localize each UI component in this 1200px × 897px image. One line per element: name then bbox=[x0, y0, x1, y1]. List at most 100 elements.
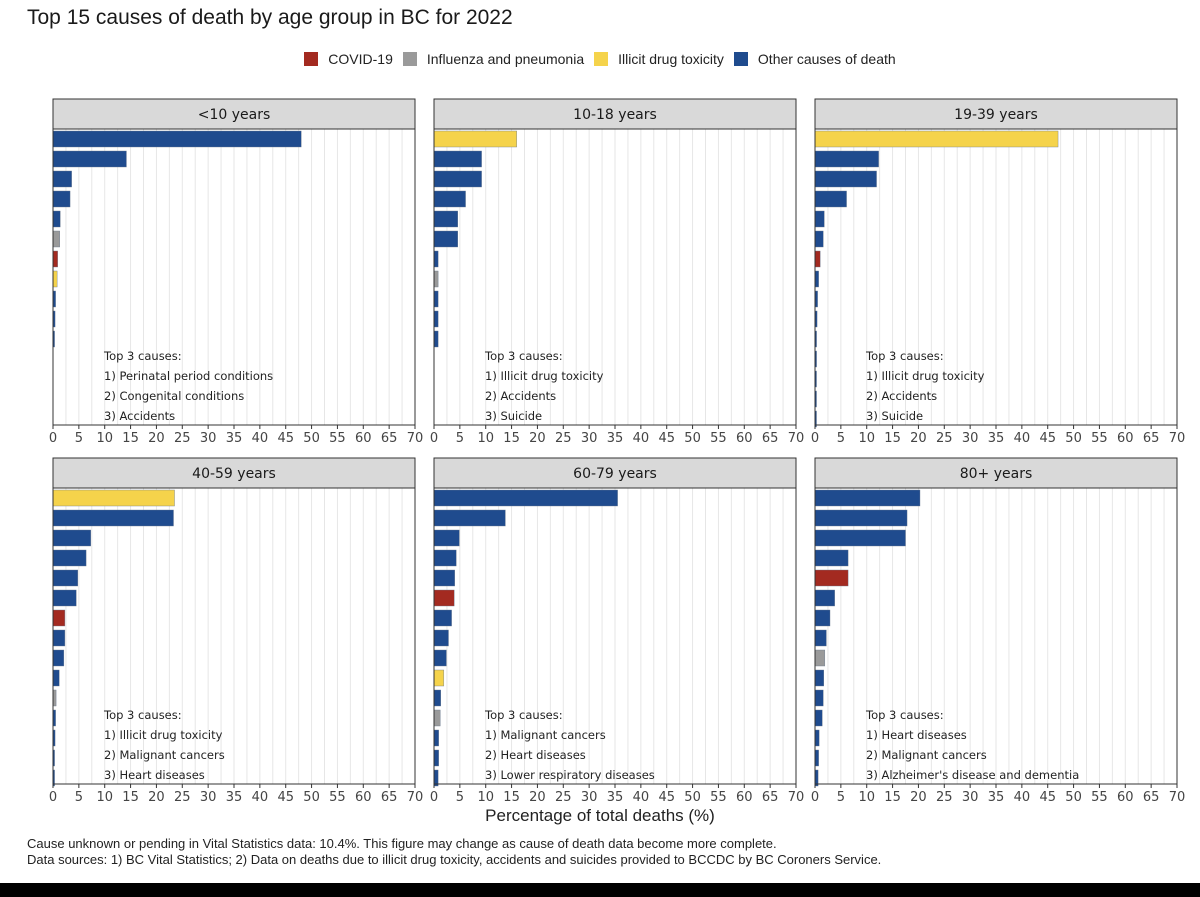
bar-covid bbox=[814, 569, 849, 587]
bar-other bbox=[814, 689, 824, 707]
x-tick-label: 60 bbox=[736, 431, 753, 446]
bar-other bbox=[433, 509, 506, 527]
bar-other bbox=[52, 569, 79, 587]
bar-other bbox=[814, 549, 849, 567]
x-tick-label: 45 bbox=[1039, 790, 1056, 805]
top-causes-annotation-line: 2) Heart diseases bbox=[485, 748, 586, 762]
bar-drug bbox=[433, 669, 445, 687]
bar-other bbox=[814, 509, 908, 527]
bar-other bbox=[814, 609, 831, 627]
x-tick-label: 40 bbox=[633, 790, 650, 805]
facet-strip bbox=[52, 457, 416, 489]
x-tick-label: 10 bbox=[477, 431, 494, 446]
bar-other bbox=[433, 749, 439, 767]
x-tick-label: 55 bbox=[710, 431, 727, 446]
x-tick-label: 65 bbox=[762, 790, 779, 805]
x-tick-label: 60 bbox=[1117, 790, 1134, 805]
top-causes-annotation-line: 3) Accidents bbox=[104, 409, 175, 423]
x-tick-label: 70 bbox=[1169, 790, 1186, 805]
facet-strip bbox=[814, 457, 1178, 489]
x-tick-label: 35 bbox=[226, 431, 243, 446]
x-tick-label: 40 bbox=[1014, 790, 1031, 805]
bar-covid bbox=[814, 250, 821, 268]
x-tick-label: 70 bbox=[788, 790, 805, 805]
x-tick-label: 70 bbox=[1169, 431, 1186, 446]
x-tick-label: 60 bbox=[355, 790, 372, 805]
bar-other bbox=[814, 170, 877, 188]
bar-other bbox=[52, 629, 66, 647]
x-tick-label: 5 bbox=[837, 431, 845, 446]
bar-other bbox=[814, 529, 906, 547]
bar-other bbox=[433, 150, 482, 168]
x-tick-label: 15 bbox=[503, 790, 520, 805]
x-tick-label: 55 bbox=[1091, 431, 1108, 446]
bar-other bbox=[433, 629, 449, 647]
x-tick-label: 45 bbox=[658, 431, 675, 446]
bar-other bbox=[433, 549, 457, 567]
x-tick-label: 35 bbox=[988, 431, 1005, 446]
facet-strip-label: <10 years bbox=[198, 107, 271, 123]
x-tick-label: 15 bbox=[884, 790, 901, 805]
bar-other bbox=[52, 150, 127, 168]
legend-label-drug: Illicit drug toxicity bbox=[618, 51, 724, 67]
x-tick-label: 50 bbox=[684, 431, 701, 446]
legend-swatch-drug bbox=[594, 52, 609, 66]
x-tick-label: 40 bbox=[252, 431, 269, 446]
x-tick-label: 50 bbox=[303, 790, 320, 805]
legend-label-other: Other causes of death bbox=[757, 51, 896, 67]
bar-other bbox=[52, 509, 174, 527]
bar-other bbox=[814, 150, 879, 168]
x-axis-label: Percentage of total deaths (%) bbox=[485, 806, 715, 825]
bar-other bbox=[814, 589, 835, 607]
top-causes-annotation-line: 1) Perinatal period conditions bbox=[104, 369, 273, 383]
bar-other bbox=[52, 190, 71, 208]
bar-covid bbox=[52, 609, 66, 627]
bar-other bbox=[814, 749, 819, 767]
top-causes-annotation-line: 2) Malignant cancers bbox=[866, 748, 987, 762]
x-tick-label: 15 bbox=[503, 431, 520, 446]
x-tick-label: 60 bbox=[736, 790, 753, 805]
x-tick-label: 10 bbox=[96, 790, 113, 805]
x-tick-label: 30 bbox=[962, 790, 979, 805]
top-causes-annotation-line: Top 3 causes: bbox=[103, 708, 182, 722]
x-tick-label: 50 bbox=[1065, 431, 1082, 446]
x-tick-label: 70 bbox=[407, 431, 424, 446]
bar-drug bbox=[52, 489, 175, 507]
top-causes-annotation-line: Top 3 causes: bbox=[484, 349, 563, 363]
top-causes-annotation-line: 2) Congenital conditions bbox=[104, 389, 244, 403]
x-tick-label: 25 bbox=[555, 790, 572, 805]
legend-swatch-influenza bbox=[402, 52, 417, 66]
bar-other bbox=[433, 609, 452, 627]
top-causes-annotation-line: 1) Illicit drug toxicity bbox=[104, 728, 223, 742]
top-causes-annotation-line: 3) Alzheimer's disease and dementia bbox=[866, 768, 1079, 782]
footnote: Cause unknown or pending in Vital Statis… bbox=[27, 836, 881, 868]
x-tick-label: 40 bbox=[633, 431, 650, 446]
legend-item-drug: Illicit drug toxicity bbox=[594, 51, 724, 67]
legend-item-other: Other causes of death bbox=[733, 51, 896, 67]
top-causes-annotation-line: Top 3 causes: bbox=[484, 708, 563, 722]
bar-drug bbox=[433, 130, 517, 148]
x-tick-label: 5 bbox=[456, 790, 464, 805]
bar-other bbox=[433, 649, 447, 667]
facet-strip bbox=[433, 457, 797, 489]
facet-strip-label: 40-59 years bbox=[192, 466, 276, 482]
bar-other bbox=[433, 489, 618, 507]
top-causes-annotation-line: 3) Suicide bbox=[485, 409, 542, 423]
x-tick-label: 0 bbox=[811, 790, 819, 805]
x-tick-label: 25 bbox=[174, 431, 191, 446]
x-tick-label: 15 bbox=[884, 431, 901, 446]
x-tick-label: 0 bbox=[49, 790, 57, 805]
bar-other bbox=[814, 230, 824, 248]
top-causes-annotation-line: 1) Illicit drug toxicity bbox=[485, 369, 604, 383]
top-causes-annotation-line: Top 3 causes: bbox=[103, 349, 182, 363]
top-causes-annotation-line: 1) Heart diseases bbox=[866, 728, 967, 742]
legend-item-influenza: Influenza and pneumonia bbox=[402, 51, 584, 67]
x-tick-label: 25 bbox=[936, 790, 953, 805]
facet-strip-label: 80+ years bbox=[960, 466, 1033, 482]
x-tick-label: 5 bbox=[456, 431, 464, 446]
legend-swatch-other bbox=[733, 52, 748, 66]
bar-covid bbox=[433, 589, 455, 607]
legend-label-covid: COVID-19 bbox=[328, 51, 393, 67]
bar-influenza bbox=[52, 230, 60, 248]
